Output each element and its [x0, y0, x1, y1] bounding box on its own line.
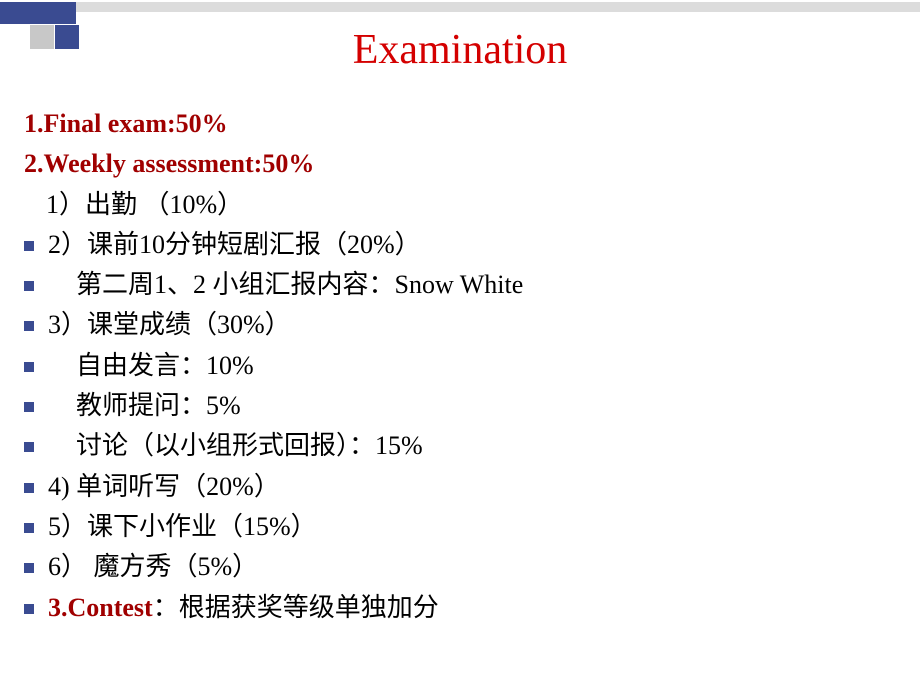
- item-dictation-text: 4) 单词听写（20%）: [48, 467, 280, 507]
- heading-weekly-assessment: 2.Weekly assessment:50%: [24, 144, 894, 184]
- bullet-icon: [24, 241, 34, 251]
- item-free-speech-text: 自由发言：10%: [48, 346, 254, 386]
- item-discussion: 讨论（以小组形式回报）：15%: [24, 426, 894, 466]
- item-homework: 5）课下小作业（15%）: [24, 507, 894, 547]
- item-teacher-question-text: 教师提问：5%: [48, 386, 241, 426]
- heading-contest: 3.Contest：根据获奖等级单独加分: [24, 588, 894, 628]
- bullet-icon: [24, 604, 34, 614]
- item-mofangxiu-text: 6） 魔方秀（5%）: [48, 547, 258, 587]
- slide-content: 1.Final exam:50% 2.Weekly assessment:50%…: [24, 104, 894, 628]
- item-class-grade-text: 3）课堂成绩（30%）: [48, 305, 291, 345]
- item-class-grade: 3）课堂成绩（30%）: [24, 305, 894, 345]
- item-homework-text: 5）课下小作业（15%）: [48, 507, 317, 547]
- item-attendance: 1）出勤 （10%）: [24, 185, 894, 225]
- item-presentation-text: 2）课前10分钟短剧汇报（20%）: [48, 225, 421, 265]
- heading-contest-label: 3.Contest: [48, 593, 153, 622]
- heading-contest-desc: ：根据获奖等级单独加分: [153, 593, 439, 622]
- item-presentation: 2）课前10分钟短剧汇报（20%）: [24, 225, 894, 265]
- bullet-icon: [24, 402, 34, 412]
- header-band-dark: [0, 2, 76, 24]
- item-free-speech: 自由发言：10%: [24, 346, 894, 386]
- slide-title: Examination: [0, 26, 920, 74]
- bullet-icon: [24, 281, 34, 291]
- item-teacher-question: 教师提问：5%: [24, 386, 894, 426]
- bullet-icon: [24, 442, 34, 452]
- bullet-icon: [24, 523, 34, 533]
- heading-final-exam: 1.Final exam:50%: [24, 104, 894, 144]
- header-band-light: [0, 2, 920, 12]
- item-presentation-detail: 第二周1、2 小组汇报内容：Snow White: [24, 265, 894, 305]
- bullet-icon: [24, 483, 34, 493]
- item-dictation: 4) 单词听写（20%）: [24, 467, 894, 507]
- bullet-icon: [24, 563, 34, 573]
- item-discussion-text: 讨论（以小组形式回报）：15%: [48, 426, 423, 466]
- bullet-icon: [24, 321, 34, 331]
- bullet-icon: [24, 362, 34, 372]
- item-presentation-detail-text: 第二周1、2 小组汇报内容：Snow White: [48, 265, 523, 305]
- item-mofangxiu: 6） 魔方秀（5%）: [24, 547, 894, 587]
